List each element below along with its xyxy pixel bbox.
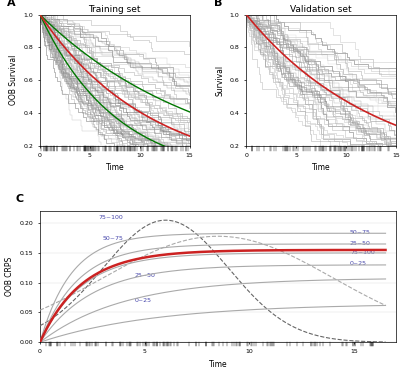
Text: 25~50: 25~50 bbox=[134, 273, 155, 278]
X-axis label: Time: Time bbox=[106, 163, 124, 172]
Y-axis label: Survival: Survival bbox=[215, 65, 224, 96]
Y-axis label: OOB CRPS: OOB CRPS bbox=[5, 257, 14, 296]
Text: A: A bbox=[7, 0, 16, 8]
Text: 75~100: 75~100 bbox=[99, 215, 123, 220]
X-axis label: Time: Time bbox=[209, 360, 227, 368]
Text: C: C bbox=[15, 194, 23, 204]
Text: 50~75: 50~75 bbox=[103, 236, 124, 241]
Text: 75~100: 75~100 bbox=[350, 250, 375, 255]
Text: 25~50: 25~50 bbox=[350, 241, 371, 246]
Text: 0~25: 0~25 bbox=[134, 298, 151, 303]
Text: 50~75: 50~75 bbox=[350, 230, 371, 235]
Title: Validation set: Validation set bbox=[290, 5, 352, 14]
Title: Training set: Training set bbox=[88, 5, 141, 14]
Text: 0~25: 0~25 bbox=[350, 261, 367, 266]
Y-axis label: OOB Survival: OOB Survival bbox=[9, 55, 18, 105]
X-axis label: Time: Time bbox=[312, 163, 330, 172]
Text: B: B bbox=[214, 0, 222, 8]
